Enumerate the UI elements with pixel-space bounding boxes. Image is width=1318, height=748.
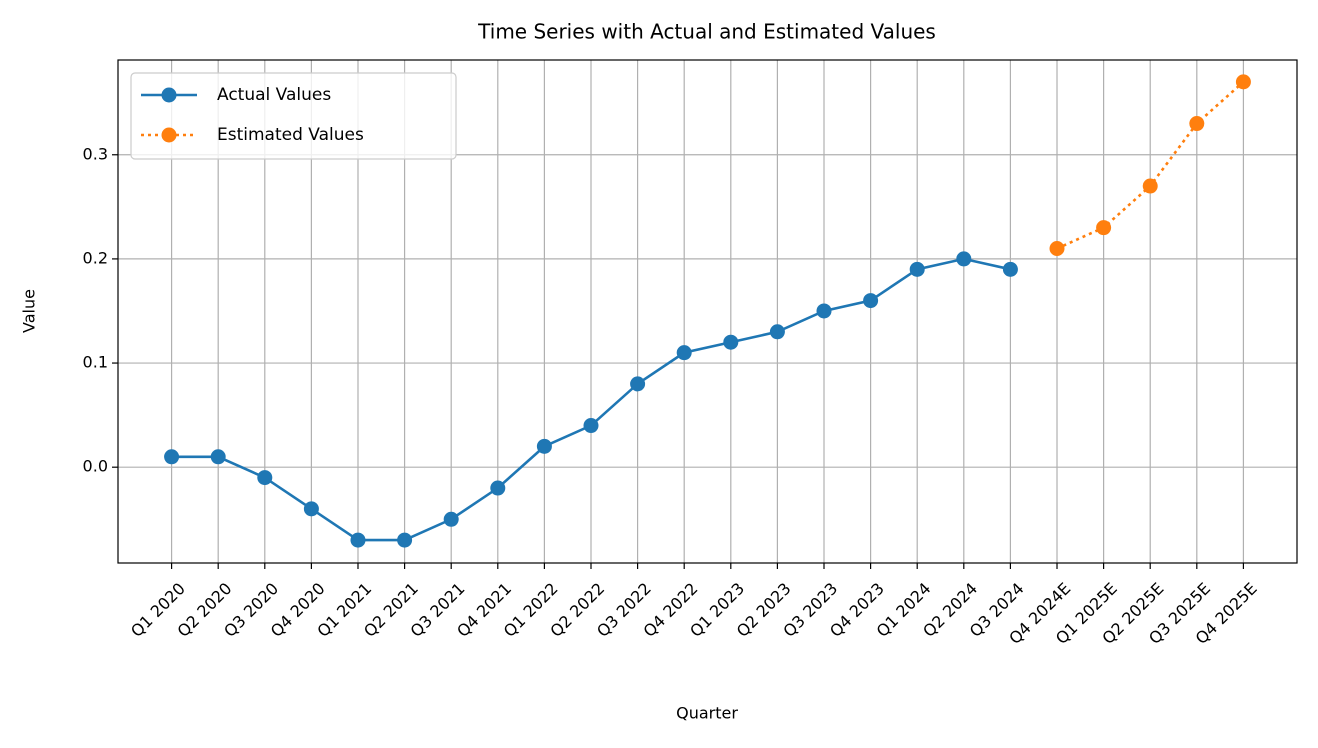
data-point	[397, 532, 413, 548]
data-point	[1096, 220, 1112, 236]
y-tick-label: 0.0	[83, 457, 108, 476]
y-tick-label: 0.1	[83, 353, 108, 372]
data-point	[723, 334, 739, 350]
legend: Actual Values Estimated Values	[130, 72, 457, 160]
legend-box	[130, 72, 457, 160]
data-point	[769, 324, 785, 340]
data-point	[583, 418, 599, 434]
data-point	[164, 449, 180, 465]
data-point	[443, 511, 459, 527]
data-point	[536, 438, 552, 454]
y-tick-label: 0.3	[83, 144, 108, 163]
y-axis-label: Value	[20, 289, 39, 333]
x-axis-label: Quarter	[676, 704, 738, 723]
data-point	[1235, 74, 1251, 90]
data-point	[630, 376, 646, 392]
legend-label: Estimated Values	[217, 125, 364, 145]
data-point	[1049, 240, 1065, 256]
y-tick-label: 0.2	[83, 248, 108, 267]
data-point	[863, 293, 879, 309]
legend-marker	[161, 87, 177, 103]
data-point	[956, 251, 972, 267]
data-point	[676, 345, 692, 361]
legend-label: Actual Values	[217, 85, 331, 105]
plot-frame	[117, 59, 1298, 564]
data-point	[816, 303, 832, 319]
chart-title: Time Series with Actual and Estimated Va…	[477, 20, 936, 44]
data-point	[210, 449, 226, 465]
data-point	[303, 501, 319, 517]
legend-marker	[161, 127, 177, 143]
data-point	[1189, 116, 1205, 132]
data-point	[909, 261, 925, 277]
data-point	[1142, 178, 1158, 194]
data-point	[1002, 261, 1018, 277]
data-point	[490, 480, 506, 496]
data-point	[257, 470, 273, 486]
data-point	[350, 532, 366, 548]
